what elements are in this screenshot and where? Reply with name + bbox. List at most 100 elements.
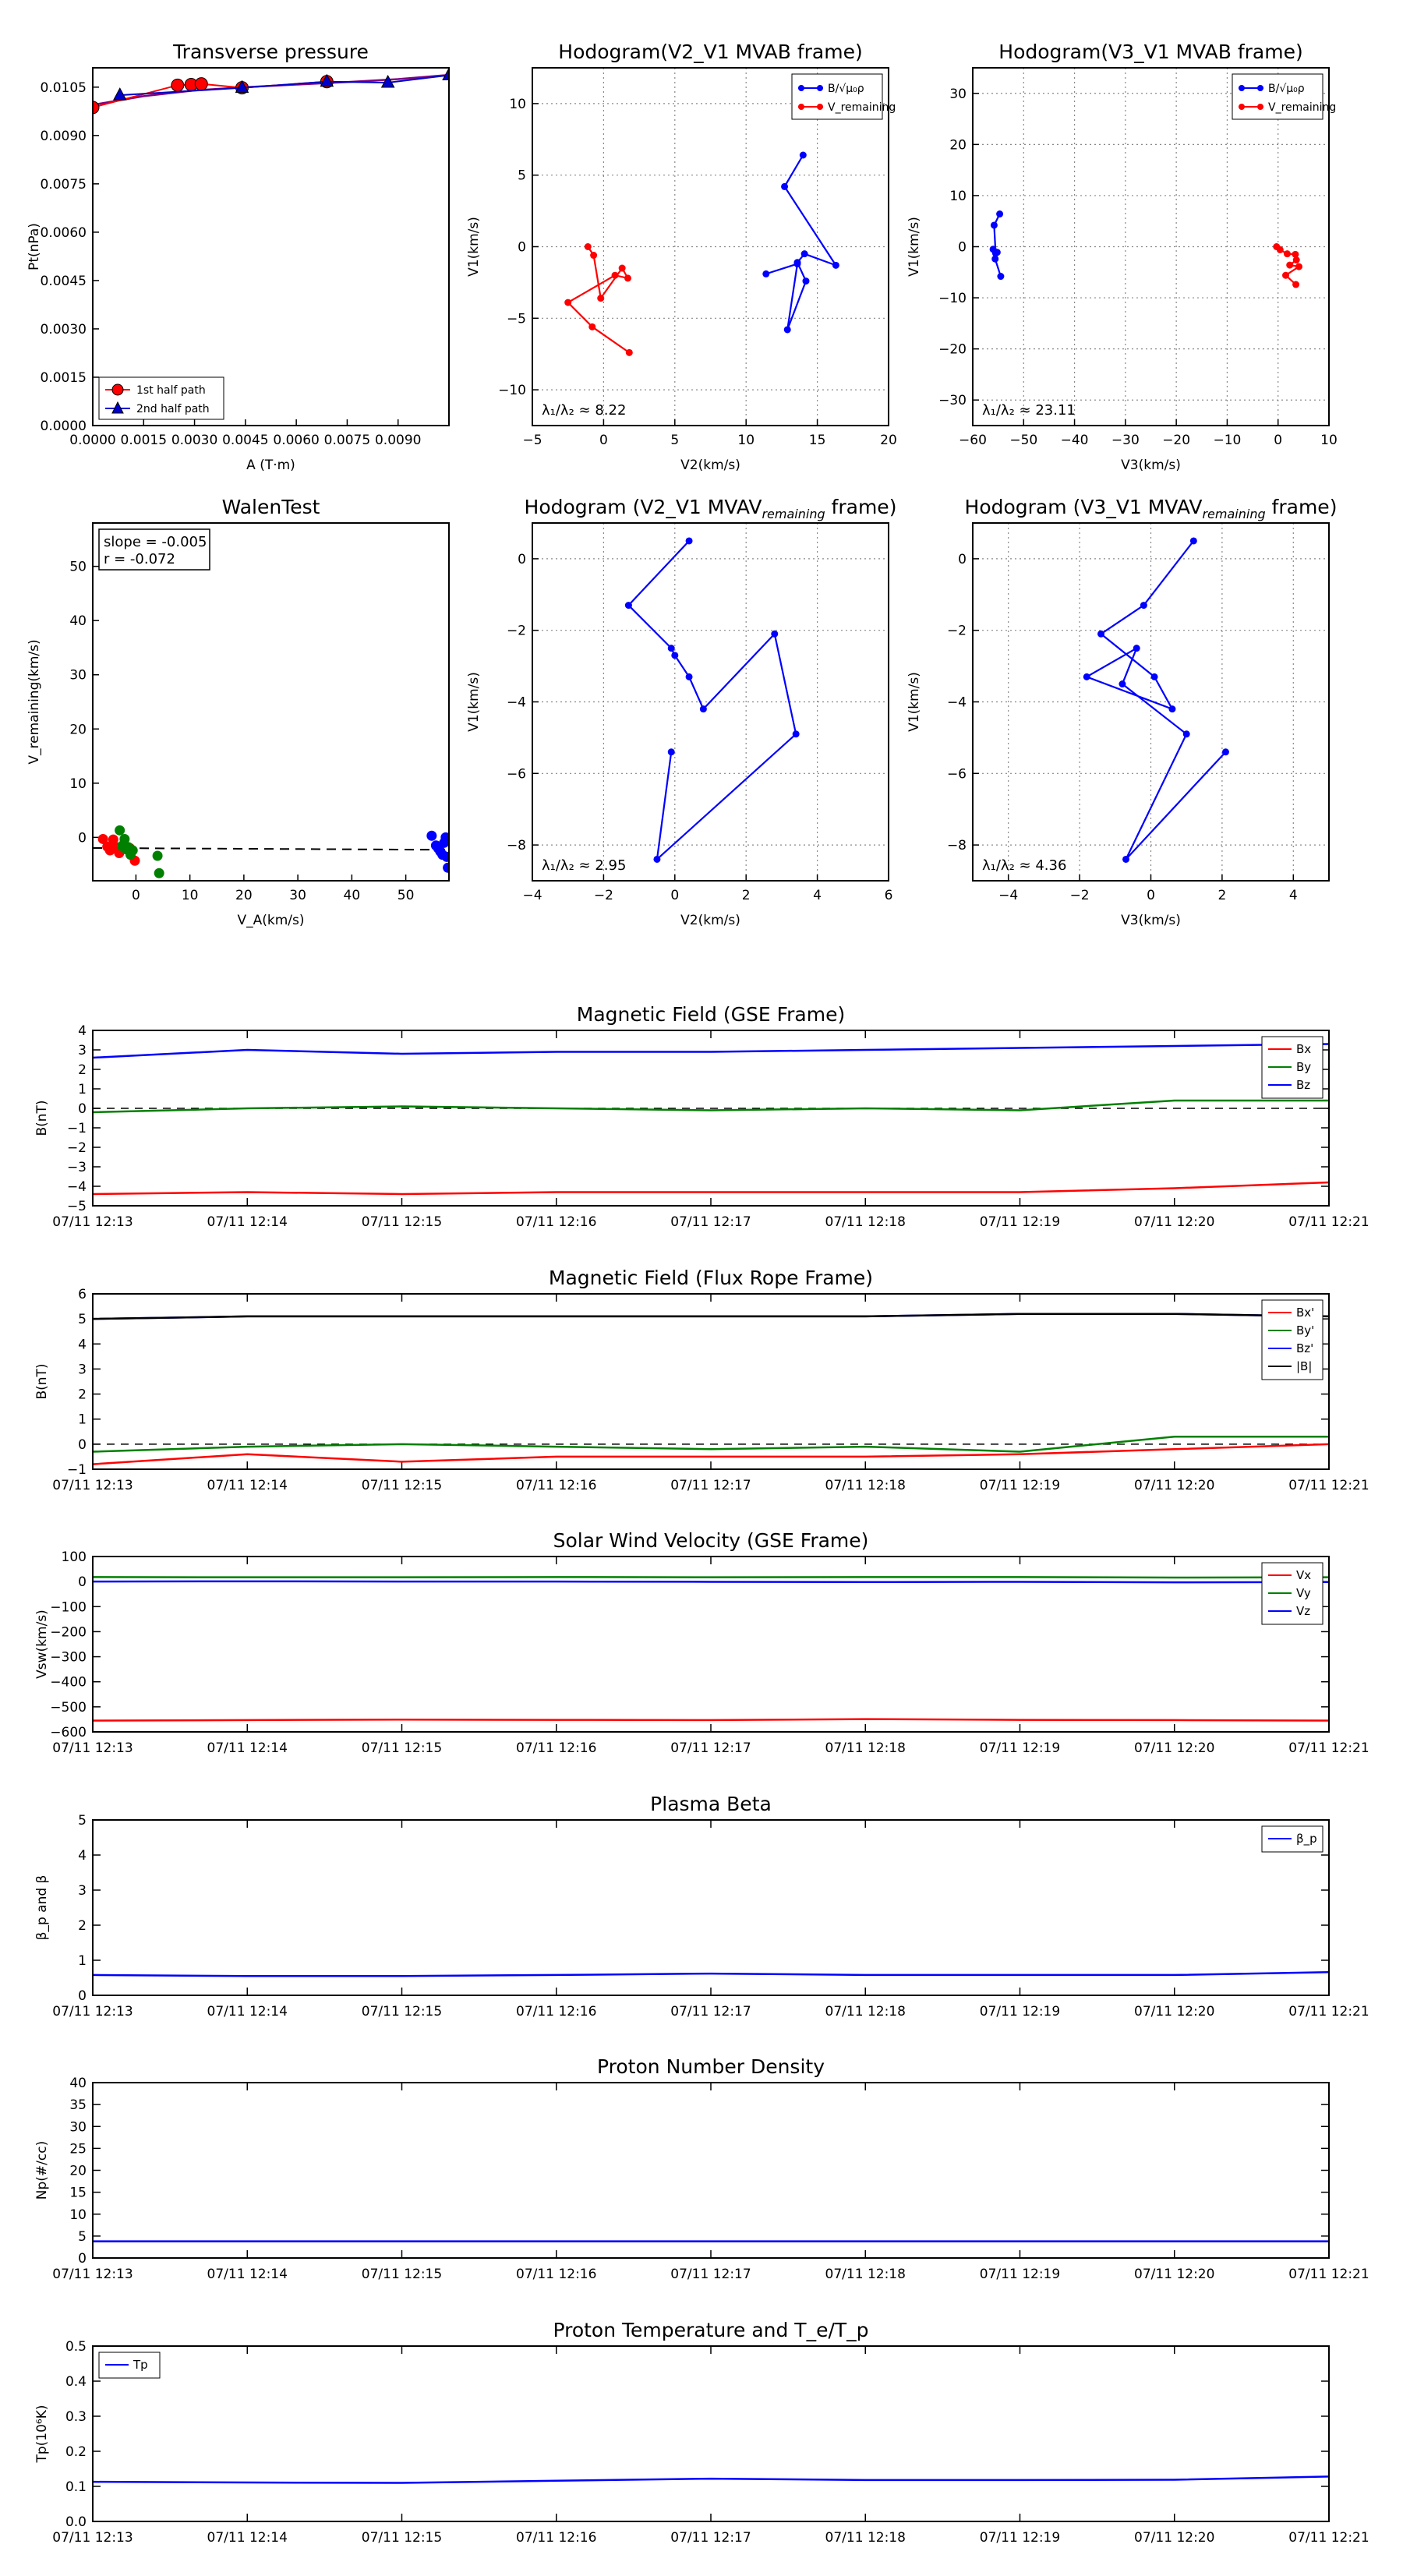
legend-label: Bx [1296, 1042, 1311, 1056]
x-tick-label: 07/11 12:15 [362, 1740, 442, 1756]
x-tick-label: 4 [813, 888, 822, 903]
x-tick-label: 07/11 12:20 [1134, 2530, 1214, 2546]
legend-marker [1239, 104, 1245, 110]
panel-title-main: Transverse pressure [172, 41, 369, 63]
x-tick-label: 07/11 12:21 [1288, 1740, 1369, 1756]
data-point-green [152, 850, 163, 861]
x-tick-label: 07/11 12:15 [362, 1214, 442, 1230]
x-tick-label: 07/11 12:20 [1134, 2004, 1214, 2019]
y-tick-label: 0.0075 [41, 177, 87, 193]
axes-frame [92, 522, 450, 882]
axes-frame [92, 2082, 1330, 2259]
data-point-v [1119, 680, 1126, 688]
x-tick-label: 40 [344, 888, 361, 903]
y-tick-label: 10 [509, 97, 526, 112]
data-point-2nd-half-path [112, 87, 127, 101]
legend-label: |B| [1296, 1359, 1312, 1373]
y-tick-label: −8 [947, 838, 967, 853]
y-axis-label: Pt(nPa) [27, 223, 42, 270]
y-tick-label: 40 [69, 2076, 87, 2091]
panel-title: Solar Wind Velocity (GSE Frame) [553, 1529, 869, 1552]
x-tick-label: 07/11 12:20 [1134, 1478, 1214, 1493]
y-tick-label: 0.2 [65, 2444, 87, 2460]
y-tick-label: 10 [69, 2207, 87, 2223]
data-point-green [115, 825, 125, 836]
data-point-b- [783, 326, 791, 334]
plot-area [624, 537, 800, 863]
y-axis-label: V_remaining(km/s) [27, 639, 42, 764]
plot-area [93, 68, 449, 115]
axes-frame [972, 522, 1330, 882]
x-tick-label: 07/11 12:18 [825, 1478, 906, 1493]
y-tick-label: −10 [938, 291, 967, 306]
legend-box [1232, 73, 1323, 120]
legend-marker [1239, 85, 1245, 91]
legend-label: V_remaining [1268, 101, 1336, 114]
x-tick-label: 07/11 12:21 [1288, 2267, 1369, 2282]
data-point-v [1097, 630, 1105, 638]
x-tick-label: −2 [594, 888, 613, 903]
y-tick-label: 0 [78, 2251, 87, 2267]
x-axis-label: V2(km/s) [680, 913, 740, 928]
x-axis-label: V_A(km/s) [237, 913, 304, 928]
timeseries-beta: Plasma Beta 5 4 3 2 1 007/11 12:13 07/11 12:14 0… [34, 1793, 1369, 2019]
y-tick-label: 2 [78, 1062, 87, 1078]
legend-label: Bx' [1296, 1306, 1314, 1320]
legend-marker [817, 104, 823, 110]
x-tick-label: 6 [885, 888, 893, 903]
panel-title-sub: remaining [1202, 507, 1265, 521]
y-tick-label: 5 [78, 1312, 87, 1327]
data-point-v [653, 855, 661, 863]
data-point-b- [762, 270, 770, 277]
y-tick-label: 1 [78, 1082, 87, 1097]
x-tick-label: 07/11 12:16 [516, 2004, 596, 2019]
axes-frame [92, 1293, 1330, 1470]
data-point-b- [991, 255, 999, 263]
x-axis-label: V3(km/s) [1121, 458, 1181, 473]
data-point-2nd-half-path [235, 80, 249, 94]
plot-area [93, 1971, 1329, 1977]
y-tick-label: −2 [947, 624, 967, 639]
data-point-v [685, 673, 693, 680]
x-tick-label: −30 [1111, 433, 1140, 448]
y-tick-label: 0.0060 [41, 225, 87, 241]
panel-h2: Hodogram(V3_V1 MVAB frame) −60 −50 −40 −30 −2… [906, 41, 1338, 473]
y-tick-label: 1 [78, 1953, 87, 1969]
y-axis-label: Np(#/cc) [34, 2141, 50, 2200]
data-point-v-remaining [1286, 261, 1294, 269]
x-tick-label: 07/11 12:17 [670, 2004, 751, 2019]
axes-frame [92, 1819, 1330, 1996]
x-tick-label: 10 [182, 888, 199, 903]
data-point-v [699, 705, 707, 713]
y-axis-label: V1(km/s) [466, 217, 482, 277]
x-tick-label: 07/11 12:17 [670, 1478, 751, 1493]
data-point-v [1140, 602, 1147, 610]
x-tick-label: 07/11 12:14 [207, 2004, 288, 2019]
x-tick-label: 07/11 12:20 [1134, 1214, 1214, 1230]
y-tick-label: −30 [938, 393, 967, 408]
x-tick-label: 07/11 12:18 [825, 2530, 906, 2546]
x-tick-label: 07/11 12:13 [52, 2267, 133, 2282]
y-tick-label: 0.3 [65, 2409, 87, 2425]
y-tick-label: 0.0015 [41, 370, 87, 386]
x-tick-label: 07/11 12:16 [516, 2267, 596, 2282]
y-tick-label: −4 [507, 695, 526, 711]
ratio-annotation: λ₁/λ₂ ≈ 2.95 [542, 857, 626, 874]
timeseries-vsw: Solar Wind Velocity (GSE Frame) 100 0 −100 −… [34, 1529, 1369, 1756]
data-point-v [671, 652, 679, 659]
y-tick-label: 5 [78, 2229, 87, 2245]
x-tick-label: 07/11 12:19 [980, 2004, 1060, 2019]
y-axis-label: V1(km/s) [906, 217, 922, 277]
series-line-tp [93, 2475, 1329, 2484]
data-point-b- [802, 277, 810, 285]
x-tick-label: 07/11 12:21 [1288, 2004, 1369, 2019]
y-tick-label: −4 [947, 695, 967, 711]
legend-label: 1st half path [136, 384, 206, 397]
data-point-v-remaining [1292, 281, 1300, 288]
legend-marker [798, 104, 804, 110]
y-tick-label: −200 [50, 1624, 87, 1640]
panel-title-main: Hodogram(V3_V1 MVAB frame) [998, 41, 1302, 63]
legend-marker [111, 401, 124, 414]
data-point-blue [441, 851, 449, 862]
data-point-v-remaining [625, 348, 633, 356]
